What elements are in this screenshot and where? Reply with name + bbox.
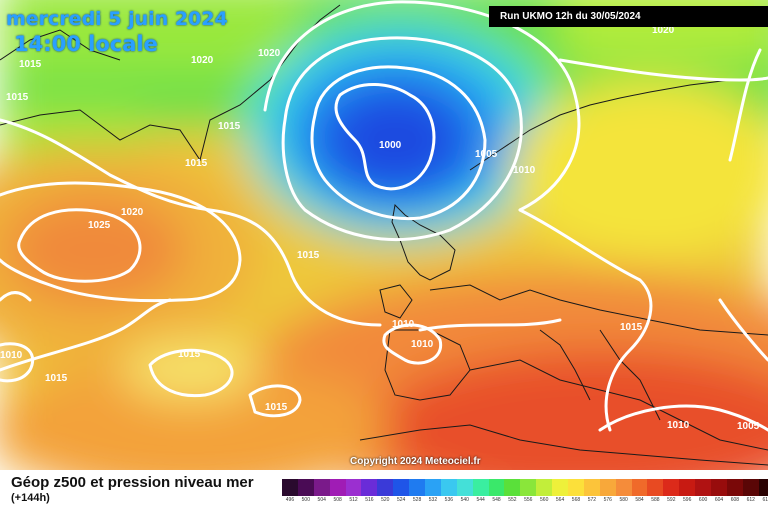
isobar-label: 1010	[513, 165, 536, 176]
isobar-label: 1000	[379, 140, 402, 151]
scale-swatch: 560	[536, 479, 553, 503]
scale-swatch: 616	[758, 479, 768, 503]
isobar-label: 1020	[258, 48, 281, 59]
isobar-label: 1015	[185, 158, 208, 169]
scale-swatch: 584	[631, 479, 648, 503]
isobar-label: 1025	[88, 220, 111, 231]
scale-tick-label: 524	[397, 497, 406, 503]
scale-swatch: 604	[711, 479, 727, 503]
scale-swatch: 540	[456, 479, 473, 503]
scale-tick-label: 560	[540, 497, 549, 503]
scale-tick-label: 576	[603, 497, 612, 503]
scale-swatch: 552	[504, 479, 521, 503]
isobar-label: 1015	[265, 402, 288, 413]
scale-swatch: 536	[440, 479, 457, 503]
isobar-label: 1010	[0, 350, 23, 361]
scale-tick-label: 568	[571, 497, 581, 503]
scale-swatch: 580	[615, 479, 632, 503]
scale-tick-label: 588	[651, 497, 660, 503]
legend-subtitle: (+144h)	[11, 492, 50, 504]
scale-swatch: 532	[425, 479, 441, 503]
scale-tick-label: 512	[349, 497, 358, 503]
scale-tick-label: 572	[587, 497, 597, 503]
color-scale: 496 500 504 508 512 516 520 524 528 532 536 540 544 5…	[282, 479, 768, 503]
scale-swatch: 608	[726, 479, 743, 503]
forecast-date: mercredi 5 juin 2024	[6, 8, 228, 30]
scale-tick-label: 520	[381, 497, 390, 503]
isobar-label: 1010	[411, 339, 434, 350]
scale-tick-label: 508	[333, 497, 342, 503]
scale-swatch: 516	[361, 479, 378, 503]
scale-tick-label: 552	[508, 497, 517, 503]
scale-swatch: 528	[409, 479, 426, 503]
copyright: Copyright 2024 Meteociel.fr	[350, 456, 481, 467]
scale-swatch: 524	[393, 479, 410, 503]
scale-tick-label: 604	[714, 497, 724, 503]
isobar-label: 1005	[475, 149, 498, 160]
scale-tick-label: 504	[317, 497, 326, 503]
isobar-label: 1015	[620, 322, 643, 333]
scale-tick-label: 584	[635, 497, 644, 503]
scale-tick-label: 580	[619, 497, 628, 503]
scale-swatch: 508	[329, 479, 346, 503]
isobar-label: 1010	[667, 420, 690, 431]
scale-swatch: 500	[297, 479, 314, 503]
isobar-label: 1015	[19, 59, 42, 70]
scale-swatch: 520	[377, 479, 394, 503]
scale-swatch: 548	[488, 479, 505, 503]
isobar-label: 1015	[297, 250, 320, 261]
scale-tick-label: 496	[285, 497, 295, 503]
scale-tick-label: 544	[476, 497, 485, 503]
scale-swatch: 576	[599, 479, 616, 503]
isobar-label: 1020	[191, 55, 214, 66]
scale-swatch: 504	[313, 479, 330, 503]
scale-swatch: 588	[647, 479, 664, 503]
scale-tick-label: 616	[762, 497, 768, 503]
scale-swatch: 556	[520, 479, 537, 503]
scale-swatch: 612	[742, 479, 759, 503]
legend-title: Géop z500 et pression niveau mer	[11, 474, 254, 491]
forecast-time: 14:00 locale	[14, 32, 158, 56]
scale-tick-label: 532	[428, 497, 438, 503]
scale-tick-label: 564	[555, 497, 565, 503]
scale-swatch: 544	[472, 479, 489, 503]
scale-tick-label: 600	[698, 497, 708, 503]
scale-tick-label: 556	[524, 497, 533, 503]
isobar-label: 1015	[45, 373, 68, 384]
isobar-label: 1015	[178, 349, 201, 360]
scale-tick-label: 612	[746, 497, 755, 503]
scale-tick-label: 500	[301, 497, 310, 503]
scale-swatch: 496	[282, 479, 298, 503]
scale-swatch: 564	[552, 479, 569, 503]
isobar-label: 1010	[392, 319, 415, 330]
scale-swatch: 600	[695, 479, 712, 503]
scale-tick-label: 528	[412, 497, 422, 503]
scale-tick-label: 548	[492, 497, 501, 503]
isobar-label: 1020	[121, 207, 144, 218]
isobars	[0, 0, 768, 432]
scale-swatch: 568	[568, 479, 584, 503]
weather-map: 1015 1015 1020 1020 1015 1015 1020 1025 …	[0, 0, 768, 470]
scale-tick-label: 592	[667, 497, 676, 503]
isobar-label: 1015	[6, 92, 29, 103]
scale-swatch: 572	[583, 479, 600, 503]
scale-tick-label: 516	[365, 497, 374, 503]
isobar-label: 1020	[652, 25, 675, 36]
scale-tick-label: 540	[460, 497, 469, 503]
isobar-label: 1015	[218, 121, 241, 132]
scale-tick-label: 536	[444, 497, 454, 503]
scale-tick-label: 608	[730, 497, 740, 503]
scale-tick-label: 596	[683, 497, 692, 503]
model-run-label: Run UKMO 12h du 30/05/2024	[489, 6, 768, 27]
scale-swatch: 512	[345, 479, 362, 503]
scale-swatch: 596	[679, 479, 696, 503]
scale-swatch: 592	[663, 479, 680, 503]
isobar-label: 1005	[737, 421, 760, 432]
geopotential-field	[0, 0, 768, 470]
coastlines	[0, 4, 768, 466]
